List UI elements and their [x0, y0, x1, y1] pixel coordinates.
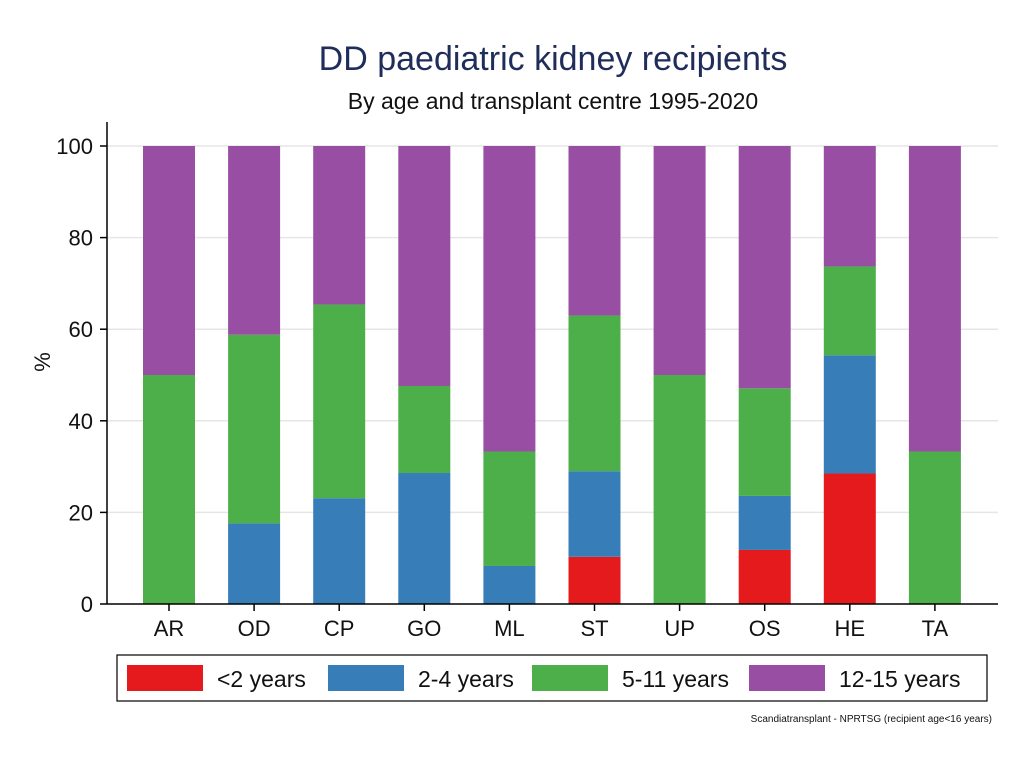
bar-go-5-11-years — [398, 385, 451, 474]
bar-cp-5-11-years — [313, 304, 366, 499]
x-tick-label: OD — [238, 616, 271, 641]
bar-ml-2-4-years — [483, 565, 536, 604]
legend-label: 2-4 years — [418, 666, 514, 692]
y-tick-label: 20 — [69, 500, 93, 525]
legend-swatch — [532, 665, 608, 691]
y-tick-label: 40 — [69, 409, 93, 434]
bar-he-5-11-years — [823, 266, 876, 356]
bar-ml-5-11-years — [483, 451, 536, 566]
bar-os-2-years — [738, 549, 791, 604]
bar-od-2-4-years — [228, 523, 281, 604]
bar-ar-5-11-years — [143, 375, 195, 604]
bar-he-2-4-years — [823, 355, 876, 474]
y-tick-label: 60 — [69, 317, 93, 342]
y-tick-label: 80 — [69, 226, 93, 251]
bar-up-5-11-years — [653, 375, 706, 604]
bar-st-2-4-years — [568, 471, 621, 557]
bar-he-12-15-years — [823, 146, 876, 267]
bar-os-12-15-years — [738, 146, 791, 389]
bar-st-12-15-years — [568, 146, 621, 316]
bar-go-12-15-years — [398, 146, 451, 386]
legend: <2 years 2-4 years 5-11 years 12-15 years — [116, 654, 988, 702]
y-ticks: 0 20 40 60 80 100 — [56, 134, 107, 617]
legend-label: <2 years — [217, 666, 306, 692]
bar-ar-12-15-years — [143, 146, 195, 375]
x-tick-label: ST — [580, 616, 608, 641]
bar-ml-12-15-years — [483, 146, 536, 452]
x-tick-label: GO — [407, 616, 441, 641]
x-tick-label: TA — [922, 616, 949, 641]
chart-title: DD paediatric kidney recipients — [319, 40, 788, 78]
legend-label: 5-11 years — [622, 666, 729, 692]
x-tick-label: OS — [749, 616, 781, 641]
y-axis-label: % — [30, 352, 55, 372]
bar-st-5-11-years — [568, 315, 621, 472]
bar-os-5-11-years — [738, 388, 791, 496]
legend-swatch — [749, 665, 825, 691]
legend-swatch — [127, 665, 203, 691]
bar-cp-2-4-years — [313, 498, 366, 604]
chart-subtitle: By age and transplant centre 1995-2020 — [348, 88, 758, 114]
x-ticks: AR OD CP GO ML ST UP OS HE TA — [154, 604, 949, 641]
bar-st-2-years — [568, 556, 621, 604]
x-tick-label: HE — [835, 616, 866, 641]
bar-od-5-11-years — [228, 334, 281, 524]
source-note: Scandiatransplant - NPRTSG (recipient ag… — [751, 714, 992, 725]
x-tick-label: UP — [664, 616, 695, 641]
legend-label: 12-15 years — [839, 666, 960, 692]
bar-go-2-4-years — [398, 473, 451, 604]
bar-up-12-15-years — [653, 146, 706, 375]
y-tick-label: 0 — [81, 592, 93, 617]
bars — [143, 146, 961, 604]
legend-swatch — [328, 665, 404, 691]
bar-ta-5-11-years — [908, 451, 961, 604]
bar-os-2-4-years — [738, 495, 791, 550]
bar-he-2-years — [823, 473, 876, 604]
x-tick-label: AR — [154, 616, 185, 641]
bar-od-12-15-years — [228, 146, 281, 335]
y-tick-label: 100 — [56, 134, 93, 159]
bar-ta-12-15-years — [908, 146, 961, 452]
bar-cp-12-15-years — [313, 146, 366, 305]
x-tick-label: ML — [494, 616, 525, 641]
x-tick-label: CP — [324, 616, 355, 641]
